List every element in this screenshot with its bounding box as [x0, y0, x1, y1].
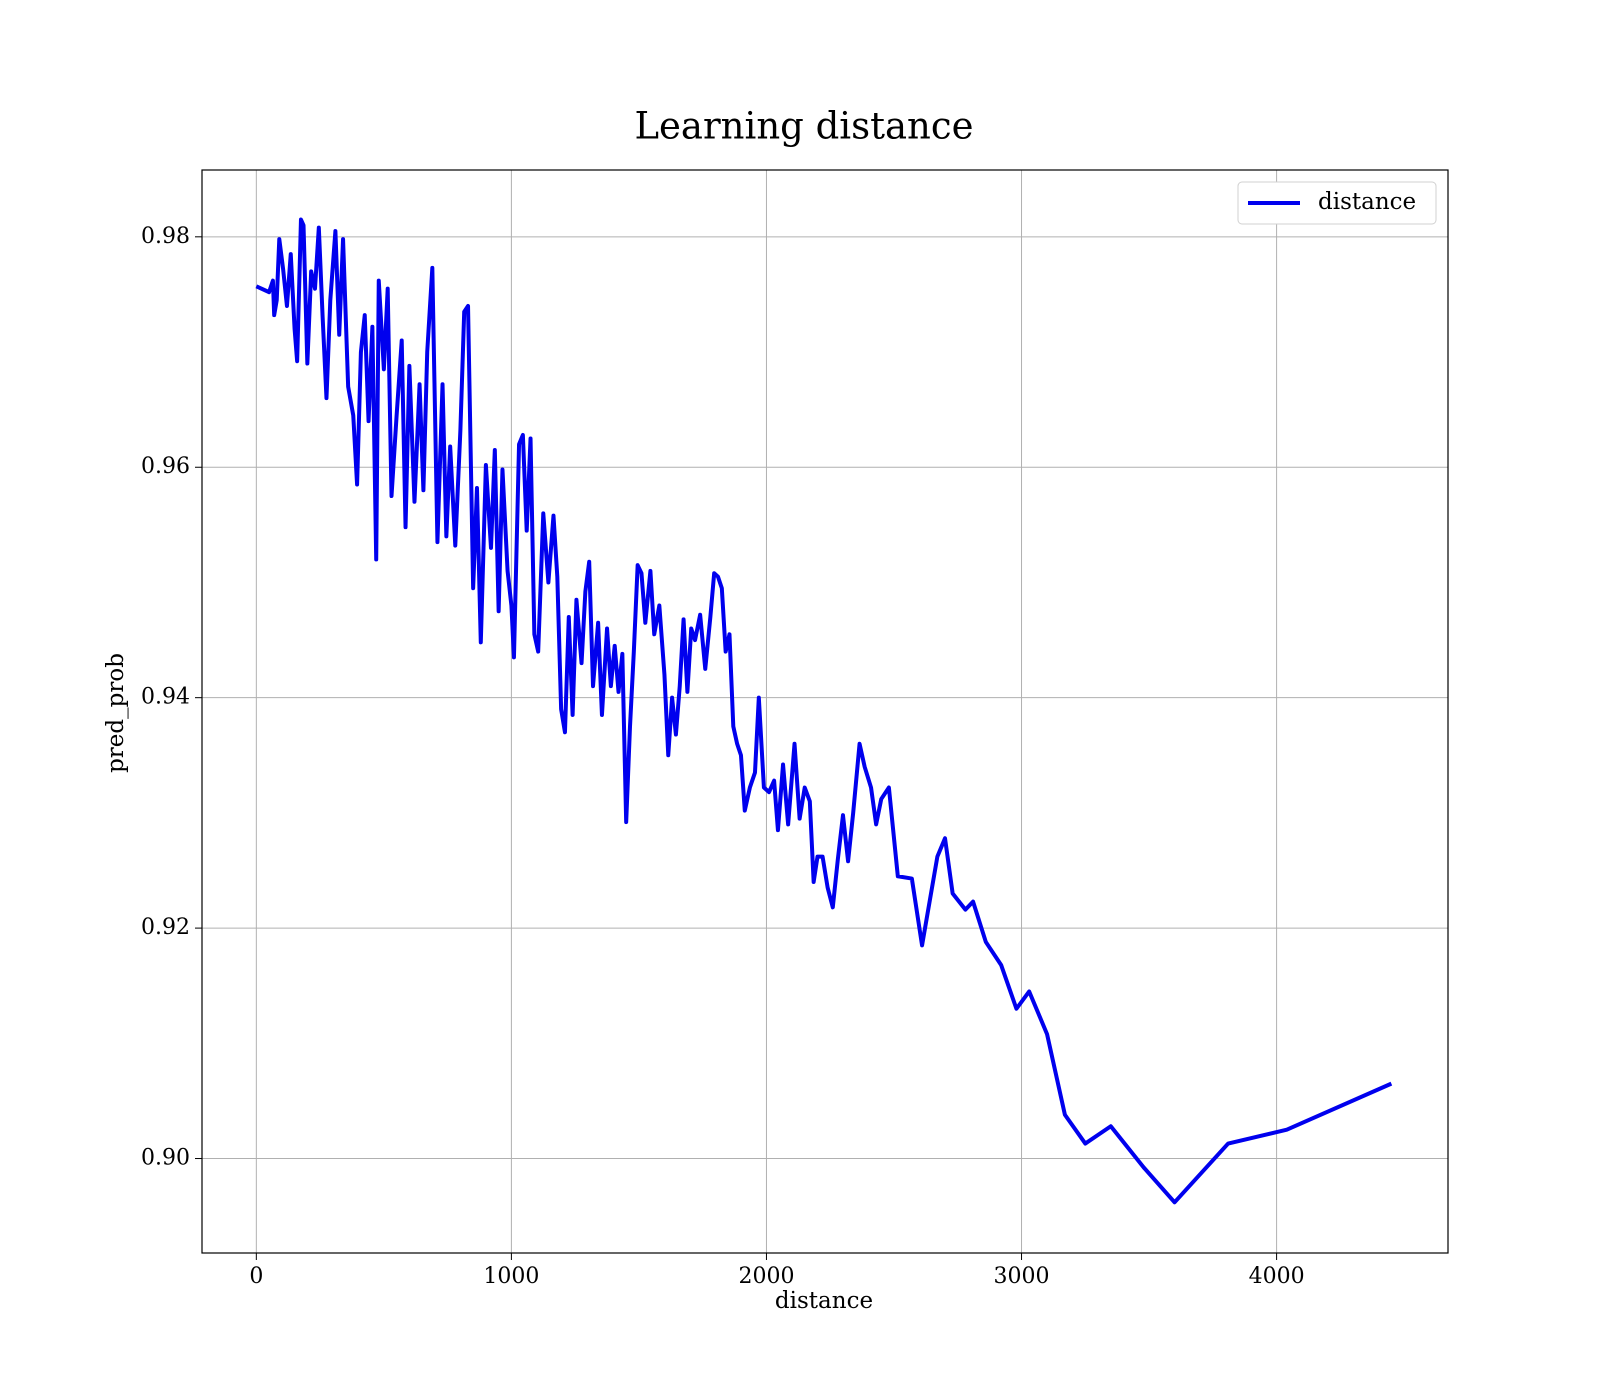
legend-box	[1237, 181, 1437, 225]
data-line	[255, 217, 1393, 1205]
x-tick-label: 4000	[1249, 1264, 1305, 1289]
plot-frame	[201, 169, 1449, 1254]
x-axis-label: distance	[775, 1288, 873, 1314]
x-tick-label: 2000	[738, 1264, 794, 1289]
y-tick-label: 0.96	[141, 454, 190, 479]
x-tick-label: 0	[249, 1264, 263, 1289]
y-tick-label: 0.92	[141, 915, 190, 940]
y-axis-label: pred_prob	[103, 653, 129, 773]
x-tick-label: 3000	[994, 1264, 1050, 1289]
y-tick-label: 0.90	[141, 1146, 190, 1171]
legend-label: distance	[1318, 189, 1416, 215]
y-tick-label: 0.94	[141, 685, 190, 710]
y-tick-label: 0.98	[141, 224, 190, 249]
chart-title: Learning distance	[634, 105, 973, 148]
x-tick-label: 1000	[483, 1264, 539, 1289]
